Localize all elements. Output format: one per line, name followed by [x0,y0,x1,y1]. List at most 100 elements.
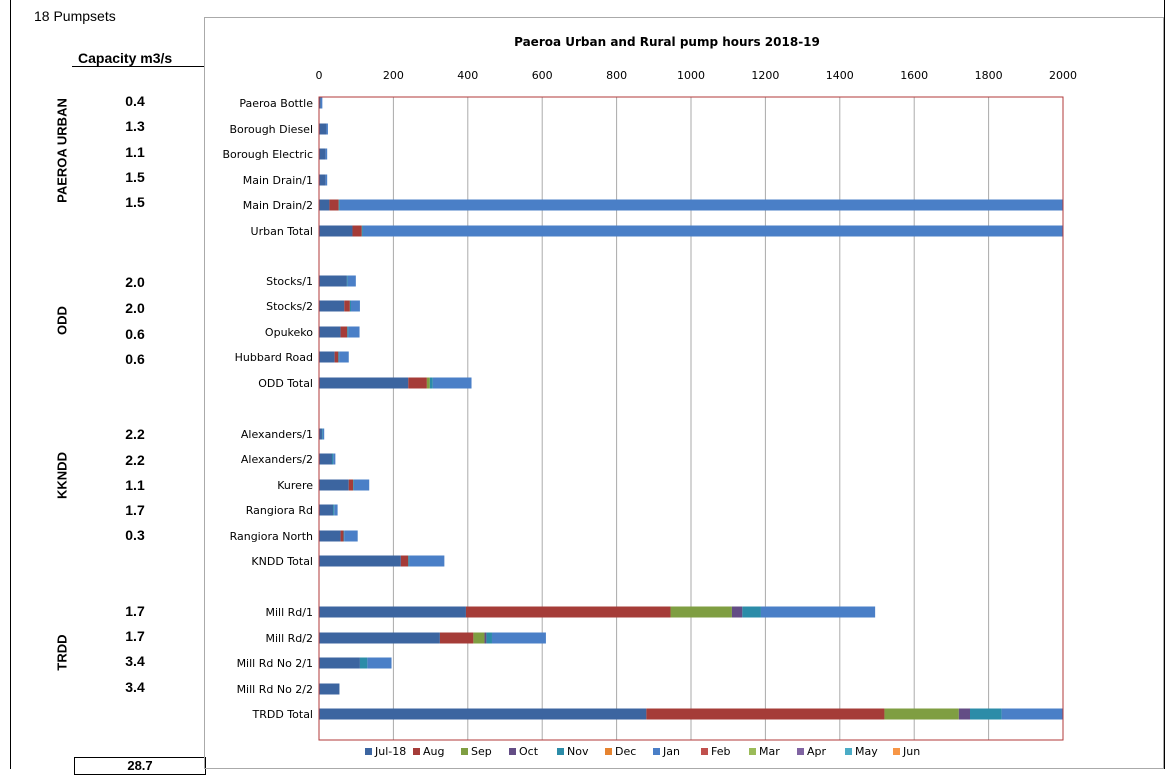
category-label: Alexanders/2 [241,453,313,466]
bar-segment [326,123,328,135]
bar-segment [350,300,360,312]
legend-label: Jul-18 [374,745,406,758]
x-tick-label: 1400 [826,69,854,82]
capacity-value: 3.4 [125,679,145,695]
bar-segment [347,326,349,338]
bar-segment [347,275,356,287]
capacity-total: 28.7 [74,757,206,775]
legend-swatch [797,748,804,755]
category-label: Kurere [277,479,313,492]
legend-swatch [413,748,420,755]
legend-label: Jun [902,745,920,758]
legend-label: Mar [759,745,780,758]
x-tick-label: 1000 [677,69,705,82]
capacity-value: 1.1 [125,477,145,493]
bar-segment [339,199,1063,211]
bar-segment [319,428,322,440]
category-label: Opukeko [265,326,313,339]
legend-label: Sep [471,745,492,758]
capacity-value: 3.4 [125,653,145,669]
category-label: Hubbard Road [235,351,313,364]
capacity-value: 2.2 [125,426,145,442]
bar-segment [473,632,485,644]
bar-segment [408,555,410,567]
capacity-value: 2.0 [125,274,145,290]
capacity-value: 1.7 [125,603,145,619]
bar-segment [319,326,341,338]
category-label: Mill Rd/1 [266,606,314,619]
category-label: Stocks/1 [266,275,313,288]
category-label: Mill Rd No 2/1 [237,657,313,670]
capacity-value: 1.1 [125,144,145,160]
capacity-value: 2.2 [125,452,145,468]
bar-segment [486,632,492,644]
legend-swatch [893,748,900,755]
bar-segment [334,504,338,516]
bar-segment [320,97,323,109]
bar-segment [353,479,354,491]
bar-segment [319,351,335,363]
bar-segment [319,683,340,695]
bar-segment [646,708,885,720]
category-label: ODD Total [258,377,313,390]
bar-segment [333,504,335,516]
bar-segment [429,377,433,389]
bar-segment [319,174,326,186]
bar-segment [325,174,328,186]
bar-segment [319,275,347,287]
bar-segment [343,530,345,542]
chart-title: Paeroa Urban and Rural pump hours 2018-1… [514,35,820,49]
page-border [10,0,1165,769]
legend-label: Dec [615,745,636,758]
category-label: Alexanders/1 [241,428,313,441]
bar-segment [491,632,546,644]
legend-swatch [845,748,852,755]
bar-segment [344,300,350,312]
legend-label: May [855,745,878,758]
capacity-value: 0.6 [125,351,145,367]
category-label: Borough Diesel [229,123,313,136]
x-tick-label: 2000 [1049,69,1077,82]
category-label: Borough Electric [223,148,313,161]
category-label: Mill Rd No 2/2 [237,683,313,696]
group-label-kkndd: KKNDD [54,452,70,499]
pump-hours-chart: Paeroa Urban and Rural pump hours 2018-1… [223,35,1077,758]
bar-segment [332,453,334,465]
bar-segment [970,708,1002,720]
bar-segment [322,428,325,440]
bar-segment [319,225,353,237]
bar-segment [352,225,362,237]
category-label: Main Drain/1 [243,174,313,187]
bar-segment [400,555,409,567]
bar-segment [884,708,959,720]
bar-segment [333,453,336,465]
bar-segment [340,326,348,338]
legend-label: Feb [711,745,730,758]
legend-swatch [461,748,468,755]
bar-segment [319,530,341,542]
x-tick-label: 0 [316,69,323,82]
capacity-value: 1.5 [125,169,145,185]
bar-segment [319,199,330,211]
x-tick-label: 200 [383,69,404,82]
bar-segment [340,530,344,542]
group-label-odd: ODD [54,306,70,335]
legend-swatch [509,748,516,755]
category-label: Paeroa Bottle [239,97,313,110]
bar-segment [484,632,487,644]
legend-swatch [749,748,756,755]
bar-segment [349,300,351,312]
category-label: Main Drain/2 [243,199,313,212]
bar-segment [319,97,321,109]
pumpsets-label: 18 Pumpsets [34,8,116,24]
bar-segment [319,555,401,567]
x-tick-label: 800 [606,69,627,82]
bar-segment [731,606,743,618]
bar-segment [344,530,358,542]
group-label-trdd: TRDD [54,634,70,671]
capacity-value: 1.3 [125,118,145,134]
legend-swatch [605,748,612,755]
x-tick-label: 1200 [751,69,779,82]
capacity-value: 0.4 [125,93,145,109]
plot-border [318,96,1064,741]
